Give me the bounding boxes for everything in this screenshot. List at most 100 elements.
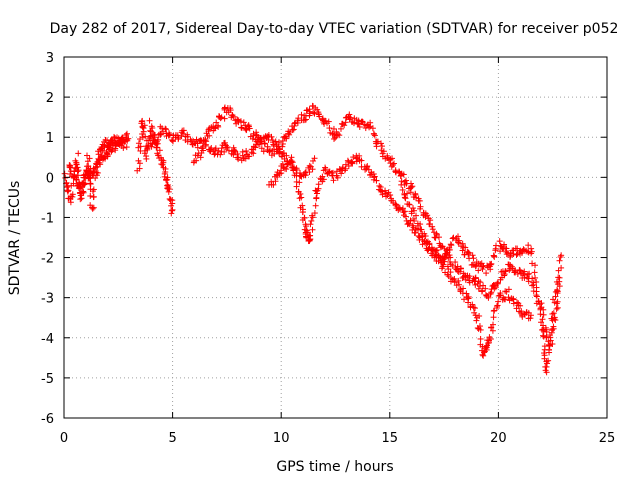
- data-point: [406, 221, 413, 228]
- data-point: [90, 193, 97, 200]
- data-point: [303, 223, 310, 230]
- data-point: [373, 177, 380, 184]
- data-point: [215, 147, 222, 154]
- data-point: [193, 136, 200, 143]
- data-point: [533, 284, 540, 291]
- data-point: [539, 326, 546, 333]
- data-point: [529, 275, 536, 282]
- x-tick-label: 0: [60, 431, 68, 446]
- data-point: [238, 124, 245, 131]
- data-point: [456, 281, 463, 288]
- data-point: [454, 263, 461, 270]
- data-point: [322, 166, 329, 173]
- data-point: [218, 145, 225, 152]
- data-point: [142, 133, 149, 140]
- data-point: [432, 247, 439, 254]
- data-point: [513, 305, 520, 312]
- data-point: [313, 194, 320, 201]
- data-point: [401, 208, 408, 215]
- data-point: [301, 226, 308, 233]
- data-point: [240, 119, 247, 126]
- data-point: [490, 252, 497, 259]
- data-point: [139, 117, 146, 124]
- data-point: [389, 155, 396, 162]
- data-point: [412, 194, 419, 201]
- data-point: [527, 315, 534, 322]
- data-point: [92, 164, 99, 171]
- data-point: [344, 157, 351, 164]
- data-point: [75, 150, 82, 157]
- y-tick-label: -3: [41, 292, 54, 307]
- data-point: [543, 363, 550, 370]
- data-point: [151, 134, 158, 141]
- data-point: [543, 369, 550, 376]
- data-point: [337, 125, 344, 132]
- data-point: [446, 252, 453, 259]
- data-point: [407, 217, 414, 224]
- data-point: [524, 274, 531, 281]
- data-point: [104, 150, 111, 157]
- data-point: [558, 252, 565, 259]
- data-point: [341, 122, 348, 129]
- data-point: [435, 234, 442, 241]
- data-point: [286, 131, 293, 138]
- data-point: [197, 137, 204, 144]
- y-tick-label: -4: [41, 332, 54, 347]
- data-point: [302, 116, 309, 123]
- data-point: [506, 297, 513, 304]
- data-point: [349, 160, 356, 167]
- data-point: [401, 191, 408, 198]
- data-point: [80, 189, 87, 196]
- data-point: [308, 212, 315, 219]
- data-point: [70, 180, 77, 187]
- data-point: [146, 117, 153, 124]
- data-point: [153, 144, 160, 151]
- data-point: [472, 312, 479, 319]
- data-point: [291, 122, 298, 129]
- data-point: [309, 226, 316, 233]
- data-point: [513, 299, 520, 306]
- data-point: [123, 130, 130, 137]
- data-point: [413, 212, 420, 219]
- y-tick-label: 3: [46, 51, 54, 66]
- plot-frame: [63, 56, 608, 419]
- data-point: [168, 207, 175, 214]
- data-point: [77, 196, 84, 203]
- data-point: [175, 134, 182, 141]
- data-point: [260, 148, 267, 155]
- data-point: [273, 141, 280, 148]
- data-point: [470, 255, 477, 262]
- data-point: [84, 152, 91, 159]
- data-point: [397, 172, 404, 179]
- data-point: [358, 157, 365, 164]
- data-point: [356, 123, 363, 130]
- data-point: [272, 138, 279, 145]
- data-point: [558, 264, 565, 271]
- data-point: [87, 180, 94, 187]
- data-point: [96, 157, 103, 164]
- data-point: [330, 177, 337, 184]
- data-point: [429, 226, 436, 233]
- data-point: [158, 157, 165, 164]
- data-point: [447, 269, 454, 276]
- data-point: [432, 251, 439, 258]
- data-point: [380, 148, 387, 155]
- data-point: [312, 202, 319, 209]
- data-point: [279, 161, 286, 168]
- data-point: [305, 238, 312, 245]
- data-point: [554, 298, 561, 305]
- data-point: [407, 189, 414, 196]
- data-point: [264, 143, 271, 150]
- data-point: [168, 210, 175, 217]
- data-point: [443, 251, 450, 258]
- data-point: [518, 250, 525, 257]
- data-point: [347, 114, 354, 121]
- data-point: [217, 115, 224, 122]
- data-point: [311, 155, 318, 162]
- data-point: [200, 147, 207, 154]
- data-point: [392, 167, 399, 174]
- data-point: [554, 288, 561, 295]
- data-point: [539, 316, 546, 323]
- data-point: [477, 335, 484, 342]
- data-point: [472, 275, 479, 282]
